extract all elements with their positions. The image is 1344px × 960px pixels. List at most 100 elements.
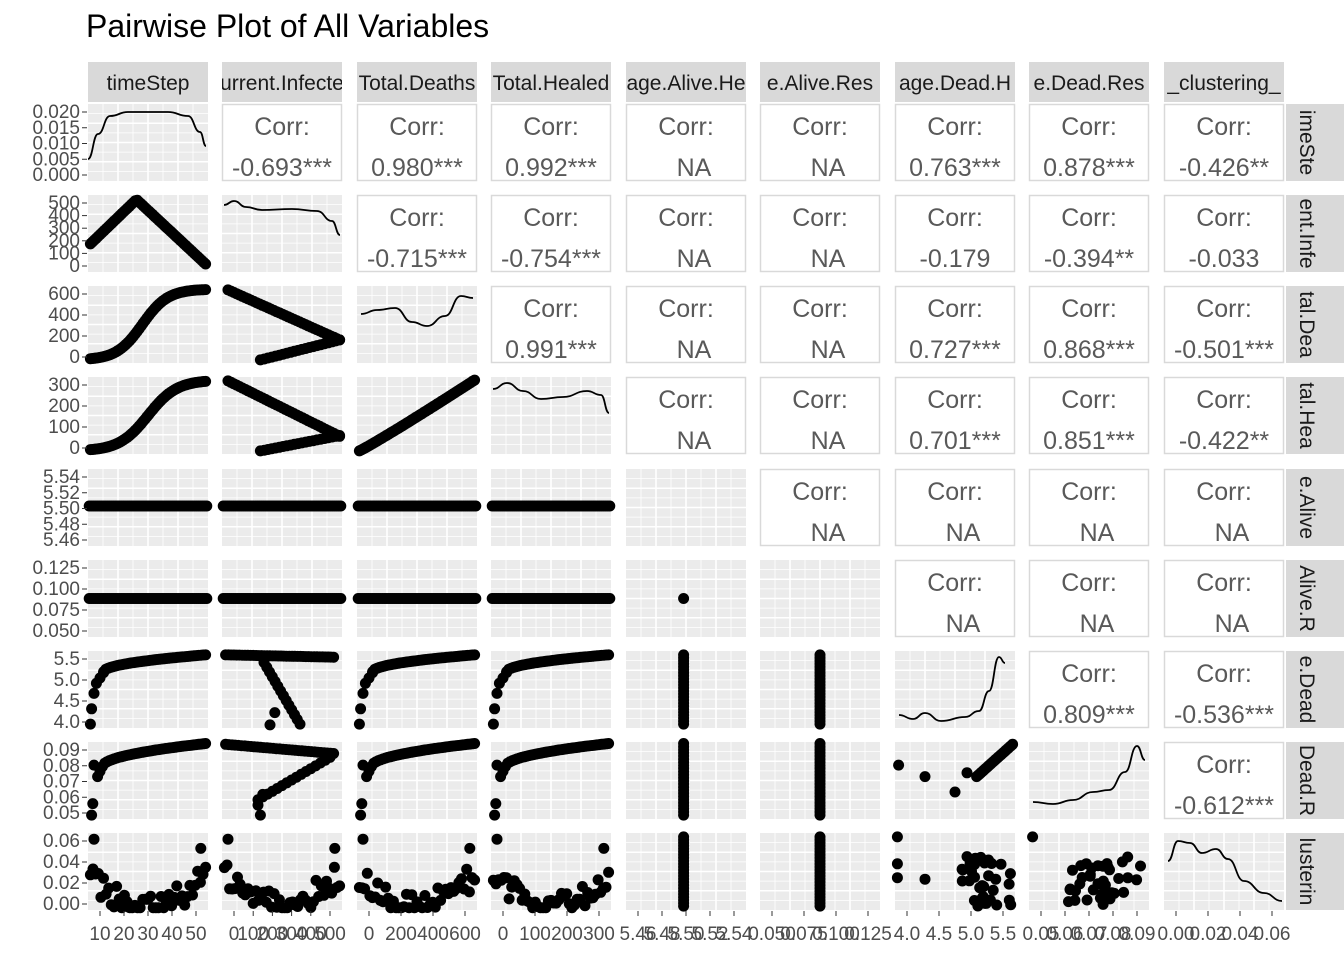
y-tick-label: 5.0 bbox=[54, 670, 80, 691]
panel-r8-c2 bbox=[220, 738, 342, 821]
y-tick-label: 0.06 bbox=[43, 831, 80, 852]
data-point bbox=[324, 751, 336, 763]
correlation-value: NA bbox=[811, 519, 846, 547]
panel-r8-c7 bbox=[893, 738, 1019, 819]
data-point bbox=[1122, 872, 1134, 884]
y-tick-label: 0.075 bbox=[32, 600, 80, 621]
data-point bbox=[1086, 862, 1098, 874]
x-tick-label: 40 bbox=[161, 924, 182, 945]
correlation-label: Corr: bbox=[1061, 295, 1117, 323]
y-tick-label: 500 bbox=[48, 193, 80, 214]
data-point bbox=[469, 738, 481, 749]
panel-r1-c5: Corr: NA bbox=[625, 103, 747, 182]
data-point bbox=[1064, 884, 1076, 896]
panel-r4-c4 bbox=[491, 377, 611, 454]
correlation-box bbox=[1163, 194, 1285, 273]
correlation-label: Corr: bbox=[523, 113, 579, 141]
correlation-label: Corr: bbox=[1196, 478, 1252, 506]
panel-r8-c3 bbox=[355, 738, 481, 821]
correlation-box bbox=[1163, 103, 1285, 182]
correlation-value: NA bbox=[811, 245, 846, 273]
data-point bbox=[603, 649, 615, 661]
column-strip-label: e.Dead.Res bbox=[1034, 72, 1145, 95]
correlation-value: NA bbox=[1215, 519, 1250, 547]
data-point bbox=[600, 881, 612, 893]
data-point bbox=[489, 809, 501, 821]
panel-r9-c1 bbox=[84, 833, 212, 914]
y-tick-label: 100 bbox=[48, 417, 80, 438]
panel-r4-c8: Corr: 0.851*** bbox=[1028, 376, 1150, 455]
correlation-label: Corr: bbox=[927, 113, 983, 141]
data-point bbox=[353, 718, 365, 730]
column-strip-label: age.Alive.He bbox=[626, 72, 745, 95]
correlation-label: Corr: bbox=[1061, 113, 1117, 141]
panel-r4-c2 bbox=[222, 375, 346, 457]
data-point bbox=[257, 788, 269, 800]
panel-r8-c8 bbox=[1029, 742, 1149, 819]
data-point bbox=[487, 718, 499, 730]
correlation-value: 0.980*** bbox=[371, 154, 463, 182]
data-point bbox=[995, 858, 1007, 870]
data-point bbox=[356, 798, 368, 810]
row-strip-label: lusterin bbox=[1295, 838, 1318, 906]
correlation-label: Corr: bbox=[1061, 660, 1117, 688]
data-point bbox=[592, 874, 604, 886]
panel-r6-c8: Corr: NA bbox=[1028, 559, 1150, 638]
panel-r3-c3 bbox=[357, 286, 477, 363]
data-point bbox=[179, 899, 191, 911]
data-point bbox=[1067, 864, 1078, 876]
correlation-value: 0.851*** bbox=[1043, 427, 1135, 455]
panel-r1-c1 bbox=[87, 104, 208, 181]
data-point bbox=[678, 718, 690, 730]
x-tick-label: 5.54 bbox=[716, 924, 753, 945]
correlation-box bbox=[759, 376, 881, 455]
data-point bbox=[604, 593, 616, 604]
column-strip bbox=[222, 62, 342, 102]
data-point bbox=[269, 707, 281, 719]
y-tick-label: 400 bbox=[48, 305, 80, 326]
correlation-value: 0.992*** bbox=[505, 154, 597, 182]
data-point bbox=[956, 863, 968, 875]
panel-r2-c9: Corr: -0.033 bbox=[1163, 194, 1285, 273]
column-strip-label: _clustering_ bbox=[1166, 72, 1281, 95]
y-tick-label: 0.02 bbox=[43, 873, 80, 894]
data-point bbox=[470, 500, 482, 512]
column-strip-label: age.Dead.H bbox=[899, 72, 1011, 95]
correlation-label: Corr: bbox=[523, 204, 579, 232]
data-point bbox=[334, 334, 346, 346]
row-strip bbox=[1286, 651, 1344, 728]
panel-r2-c2 bbox=[222, 195, 342, 272]
data-point bbox=[200, 375, 212, 387]
y-tick-label: 0.000 bbox=[32, 165, 80, 186]
correlation-box bbox=[759, 103, 881, 182]
panel-r5-c7: Corr: NA bbox=[894, 468, 1016, 547]
correlation-label: Corr: bbox=[1061, 569, 1117, 597]
data-point bbox=[1131, 874, 1143, 886]
data-point bbox=[598, 842, 610, 854]
correlation-box bbox=[894, 559, 1016, 638]
panel-r9-c6 bbox=[760, 831, 880, 912]
correlation-label: Corr: bbox=[927, 569, 983, 597]
panel-r4-c9: Corr: -0.422** bbox=[1163, 376, 1285, 455]
correlation-value: 0.868*** bbox=[1043, 336, 1135, 364]
column-strip-label: Total.Healed bbox=[493, 72, 610, 95]
correlation-value: NA bbox=[677, 336, 712, 364]
x-tick-label: 0.06 bbox=[1254, 924, 1291, 945]
x-tick-label: 0.08 bbox=[1095, 924, 1132, 945]
data-point bbox=[334, 880, 346, 892]
panel-r1-c8: Corr: 0.878*** bbox=[1028, 103, 1150, 182]
y-tick-label: 0 bbox=[69, 256, 80, 277]
panel-r3-c1 bbox=[84, 284, 212, 365]
correlation-value: -0.422** bbox=[1179, 427, 1270, 455]
x-tick-label: 5.5 bbox=[990, 924, 1016, 945]
data-point bbox=[1094, 892, 1106, 904]
data-point bbox=[252, 799, 264, 811]
y-tick-label: 0.100 bbox=[32, 579, 80, 600]
correlation-label: Corr: bbox=[389, 113, 445, 141]
correlation-box bbox=[490, 285, 612, 364]
panel-r2-c1 bbox=[84, 194, 212, 272]
x-tick-label: 0 bbox=[364, 924, 375, 945]
correlation-box bbox=[1028, 650, 1150, 729]
y-tick-label: 0.08 bbox=[43, 756, 80, 777]
correlation-box bbox=[1163, 285, 1285, 364]
